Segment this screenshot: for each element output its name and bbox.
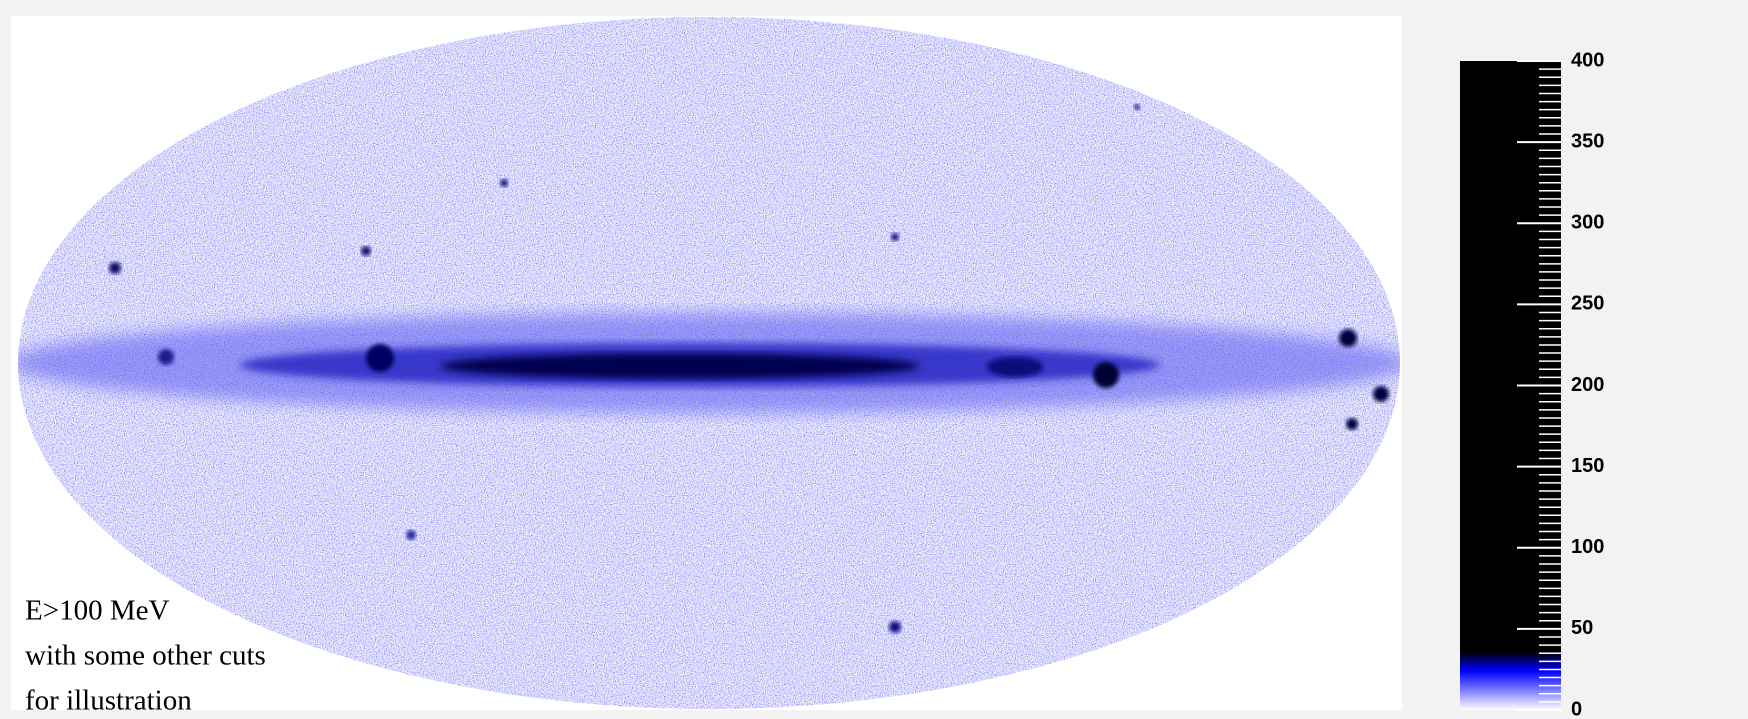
annotation: for illustration bbox=[25, 685, 192, 717]
color-bar-tick-label: 350 bbox=[1571, 130, 1604, 152]
color-bar-tick-label: 250 bbox=[1571, 293, 1604, 315]
annotation: with some other cuts bbox=[25, 640, 266, 672]
sky-map bbox=[9, 16, 1409, 710]
color-bar-tick-label: 150 bbox=[1571, 455, 1604, 477]
color-bar-tick-label: 100 bbox=[1571, 536, 1604, 558]
color-bar-tick-label: 0 bbox=[1571, 698, 1582, 719]
color-bar-tick-label: 400 bbox=[1571, 49, 1604, 71]
color-bar-tick-label: 300 bbox=[1571, 212, 1604, 234]
color-bar-tick-label: 200 bbox=[1571, 374, 1604, 396]
chart: E>100 MeV with some other cuts for illus… bbox=[0, 0, 1748, 719]
annotation: E>100 MeV bbox=[25, 595, 169, 627]
color-bar-tick-label: 50 bbox=[1571, 617, 1593, 639]
page: E>100 MeV with some other cuts for illus… bbox=[0, 0, 1748, 719]
